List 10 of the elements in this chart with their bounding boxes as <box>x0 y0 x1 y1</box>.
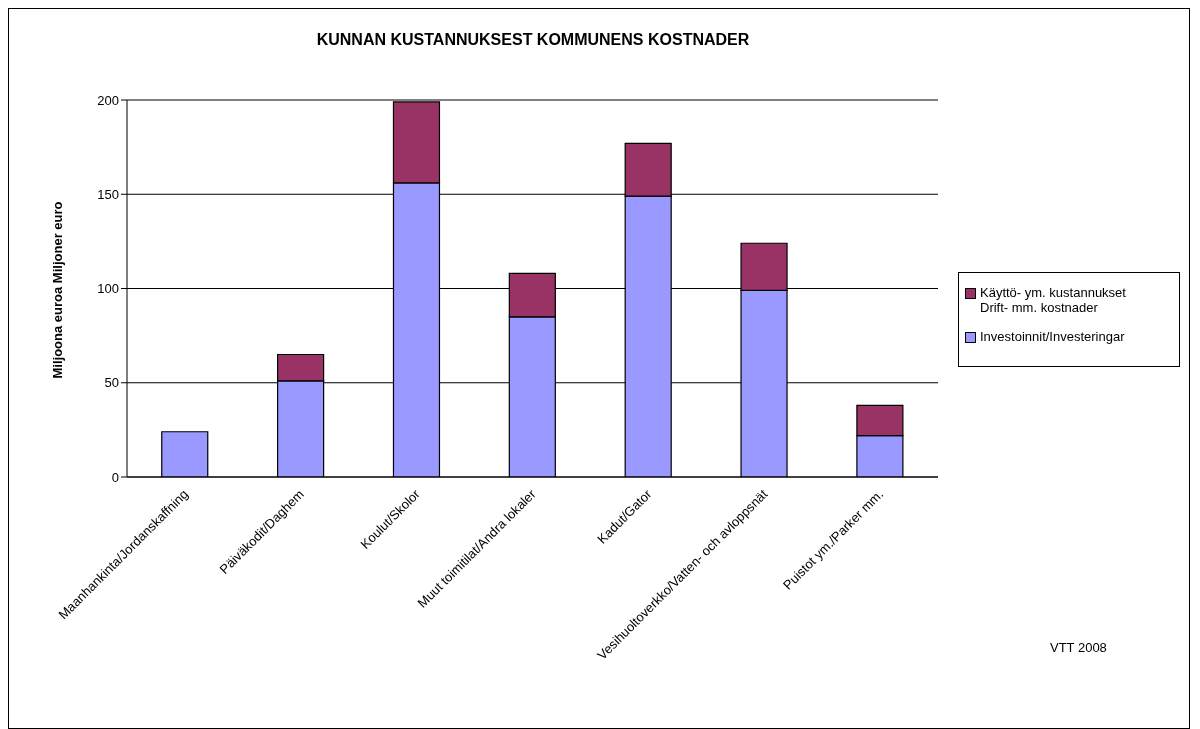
y-tick-label: 0 <box>111 469 119 485</box>
chart-title: KUNNAN KUSTANNUKSEST KOMMUNENS KOSTNADER <box>315 31 751 49</box>
legend-label: Investoinnit/Investeringar <box>980 329 1125 344</box>
legend-label: Käyttö- ym. kustannukset Drift- mm. kostnader <box>980 285 1126 315</box>
y-tick-label: 50 <box>104 375 119 391</box>
text: VTT 2008 <box>1050 640 1107 655</box>
y-axis-title: Miljoona euroa Miljoner euro <box>49 201 65 379</box>
y-tick-label: 150 <box>97 186 119 202</box>
y-tick-label: 100 <box>97 281 119 297</box>
y-tick-label: 200 <box>97 92 119 108</box>
